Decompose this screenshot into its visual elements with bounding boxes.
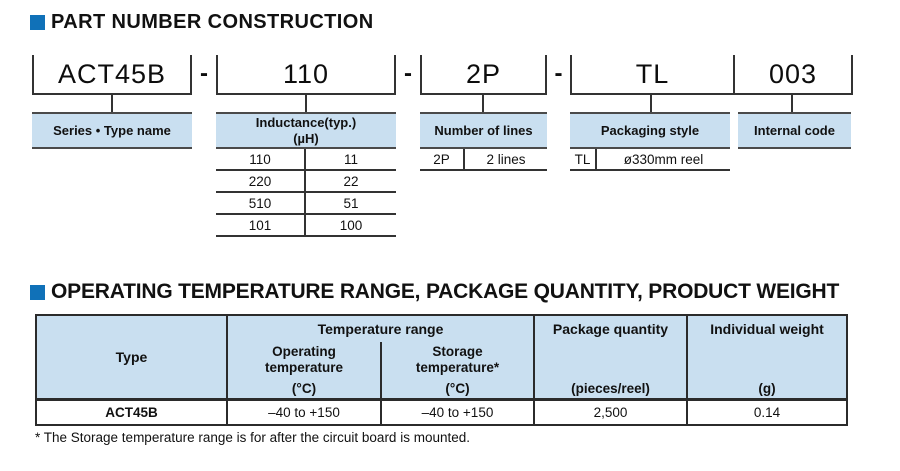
spec-section-title: OPERATING TEMPERATURE RANGE, PACKAGE QUA… (51, 280, 840, 303)
lines-code-text: 2P (465, 58, 502, 89)
connector-line (111, 95, 113, 113)
column-divider (533, 316, 535, 398)
cell-storage: –40 to +150 (380, 401, 533, 424)
code-cell: 2P (420, 149, 465, 169)
code-cell: 220 (216, 171, 306, 191)
segment-inductance-code: 110 (216, 55, 396, 95)
table-row: 101 100 (216, 215, 396, 237)
separator-dash: - (200, 60, 208, 87)
header-package-quantity: Package quantity (pieces/reel) (552, 321, 669, 396)
value-cell: 11 (343, 151, 358, 167)
section-bullet-icon (30, 15, 45, 30)
header-temperature-range: Temperature range (317, 321, 444, 337)
column-divider (226, 316, 228, 398)
connector-line (791, 95, 793, 113)
separator-dash: - (404, 60, 412, 87)
header-type: Type (115, 349, 148, 365)
table-row: 2P 2 lines (420, 149, 547, 171)
value-cell: ø330mm reel (623, 151, 704, 167)
segment-series-code: ACT45B (32, 55, 192, 95)
label-internal-code: Internal code (738, 112, 851, 149)
cell-operating: –40 to +150 (226, 401, 380, 424)
lines-code-table: 2P 2 lines (420, 149, 547, 171)
header-storage-temperature: Storage temperature* (°C) (415, 344, 500, 396)
spec-section-header: OPERATING TEMPERATURE RANGE, PACKAGE QUA… (30, 280, 839, 304)
inductance-code-table: 110 11 220 22 510 51 101 100 (216, 149, 396, 237)
segment-packaging-internal: TL 003 (570, 55, 853, 95)
header-operating-temperature: Operating temperature (°C) (264, 344, 344, 396)
column-divider (686, 316, 688, 398)
packaging-code-text: TL (572, 55, 735, 93)
cell-package: 2,500 (533, 401, 686, 424)
part-number-section-title: PART NUMBER CONSTRUCTION (51, 11, 374, 33)
code-cell: 101 (216, 215, 306, 235)
code-cell: TL (570, 149, 597, 169)
label-number-of-lines: Number of lines (420, 112, 547, 149)
table-row: TL ø330mm reel (570, 149, 730, 171)
value-cell: 2 lines (486, 151, 526, 167)
spec-table-header: Type Temperature range Operating tempera… (37, 316, 846, 398)
section-bullet-icon (30, 284, 45, 300)
table-row: 110 11 (216, 149, 396, 171)
code-cell: 110 (216, 149, 306, 169)
table-row: 510 51 (216, 193, 396, 215)
packaging-code-table: TL ø330mm reel (570, 149, 730, 171)
table-row: ACT45B –40 to +150 –40 to +150 2,500 0.1… (37, 401, 846, 424)
connector-line (650, 95, 652, 113)
connector-line (482, 95, 484, 113)
internal-code-text: 003 (768, 58, 818, 89)
part-number-section-header: PART NUMBER CONSTRUCTION (30, 11, 374, 34)
storage-footnote: * The Storage temperature range is for a… (35, 430, 470, 445)
label-series-type-name: Series • Type name (32, 112, 192, 149)
cell-weight: 0.14 (686, 401, 846, 424)
label-inductance: Inductance(typ.) (µH) (216, 112, 396, 149)
header-individual-weight: Individual weight (g) (710, 321, 824, 396)
value-cell: 51 (343, 195, 359, 211)
code-cell: 510 (216, 193, 306, 213)
connector-line (305, 95, 307, 113)
column-divider (380, 342, 382, 398)
cell-type: ACT45B (105, 405, 158, 420)
separator-dash: - (554, 60, 563, 87)
spec-table: Type Temperature range Operating tempera… (35, 314, 848, 426)
series-code-text: ACT45B (57, 58, 167, 89)
inductance-code-text: 110 (282, 58, 330, 89)
header-separator-line (37, 398, 846, 401)
segment-lines-code: 2P (420, 55, 547, 95)
value-cell: 22 (343, 173, 359, 189)
table-row: 220 22 (216, 171, 396, 193)
label-packaging-style: Packaging style (570, 112, 730, 149)
value-cell: 100 (339, 217, 363, 233)
